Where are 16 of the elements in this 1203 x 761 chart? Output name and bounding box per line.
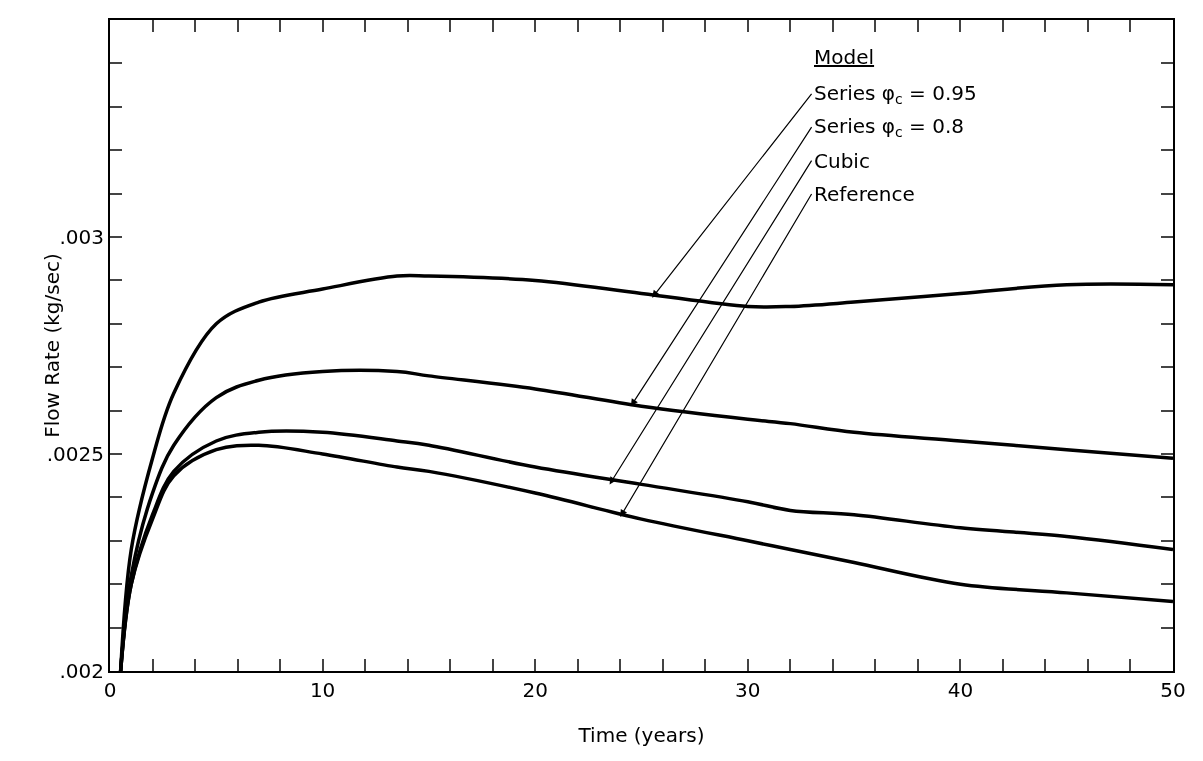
x-tick-label: 10 [309, 678, 336, 702]
legend-title: Model [814, 45, 875, 69]
y-tick-label: .0025 [46, 442, 104, 466]
annotation: Series φ$_{c}$ = 0.95 [814, 81, 977, 108]
x-tick-label: 0 [103, 678, 117, 702]
x-tick-label: 40 [947, 678, 974, 702]
annotation: Cubic [814, 149, 870, 173]
x-tick-label: 20 [522, 678, 548, 702]
x-axis-title: Time (years) [577, 723, 705, 747]
annotation: Reference [814, 182, 915, 206]
y-tick-label: .002 [59, 659, 104, 683]
annotation: Series φ$_{c}$ = 0.8 [814, 114, 965, 141]
y-tick-label: .003 [59, 225, 104, 249]
x-tick-label: 50 [1160, 678, 1186, 702]
x-tick-label: 30 [735, 678, 761, 702]
y-axis-title: Flow Rate (kg/sec) [40, 253, 64, 438]
